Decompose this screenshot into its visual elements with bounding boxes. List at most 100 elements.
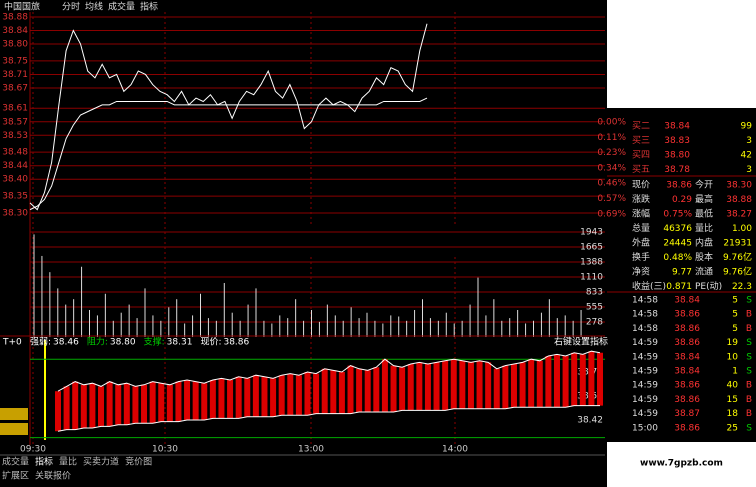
trade-price: 38.86 <box>674 395 700 405</box>
trade-price: 38.84 <box>674 352 700 362</box>
trade-side: S <box>746 296 752 306</box>
book-price: 38.83 <box>664 136 690 146</box>
trade-time: 15:00 <box>632 423 658 433</box>
trade-price: 38.84 <box>674 367 700 377</box>
trade-time: 14:59 <box>632 381 658 391</box>
trade-side: B <box>746 324 752 334</box>
ind-label: 支撑: <box>144 336 165 348</box>
stat-label: 流通 <box>695 266 713 278</box>
strength-line <box>57 350 601 392</box>
tab[interactable]: 成交量 <box>2 456 29 468</box>
trade-time: 14:58 <box>632 310 658 320</box>
stat-value: 9.76亿 <box>723 251 752 263</box>
side-bg <box>607 108 756 442</box>
trade-side: B <box>746 310 752 320</box>
avg-line <box>29 97 428 211</box>
ind-tick-label: 38.42 <box>577 416 603 426</box>
y-tick-label: 38.35 <box>2 192 28 202</box>
stat-value: 0.871 <box>666 282 692 292</box>
stat-value: 9.77 <box>672 268 692 278</box>
tab[interactable]: 量比 <box>59 456 77 468</box>
book-price: 38.78 <box>664 165 690 175</box>
y-tick-label: 38.84 <box>2 26 28 36</box>
stat-value: 24445 <box>663 239 692 249</box>
stat-label: 最高 <box>695 193 713 205</box>
y-tick-label: 38.53 <box>2 131 28 141</box>
y-tick-label: 38.40 <box>2 175 28 185</box>
trade-side: S <box>746 423 752 433</box>
price-line <box>29 23 428 211</box>
trade-side: B <box>746 381 752 391</box>
trade-price: 38.86 <box>674 381 700 391</box>
stat-value: 38.86 <box>666 181 692 191</box>
stat-label: PE(动) <box>695 281 722 292</box>
tab[interactable]: 扩展区 <box>2 470 29 482</box>
stat-value: 0.75% <box>663 210 692 220</box>
header-tab: 均线 <box>85 1 103 13</box>
book-label: 买三 <box>632 135 650 146</box>
stat-label: 外盘 <box>632 237 650 249</box>
trade-side: S <box>746 338 752 348</box>
book-vol: 42 <box>741 151 752 161</box>
y-tick-label: 38.75 <box>2 56 28 66</box>
time-label: 09:30 <box>20 445 46 455</box>
trade-side: B <box>746 395 752 405</box>
stat-value: 0.29 <box>672 195 692 205</box>
volume-tick-label: 833 <box>586 288 603 298</box>
tab[interactable]: 竞价图 <box>125 456 152 468</box>
ind-label: 强弱: <box>30 337 51 348</box>
book-price: 38.80 <box>664 151 690 161</box>
y-tick-label: 38.88 <box>2 13 28 23</box>
trade-time: 14:59 <box>632 395 658 405</box>
y-tick-label: 38.44 <box>2 161 28 171</box>
volume-tick-label: 1665 <box>580 243 603 253</box>
book-price: 38.84 <box>664 122 690 132</box>
pct-label: 0.57% <box>597 194 626 204</box>
tab[interactable]: 指标 <box>35 456 53 468</box>
stat-value: 38.88 <box>726 195 752 205</box>
stat-value: 22.3 <box>732 282 752 292</box>
trade-price: 38.86 <box>674 310 700 320</box>
trade-vol: 5 <box>732 296 738 306</box>
trade-vol: 10 <box>727 352 739 362</box>
tab[interactable]: 关联报价 <box>35 470 71 482</box>
stat-label: 涨幅 <box>632 208 650 220</box>
ind-value: 38.46 <box>53 338 79 348</box>
ind-value: 38.31 <box>167 338 193 348</box>
trade-price: 38.84 <box>674 296 700 306</box>
trade-time: 14:58 <box>632 324 658 334</box>
trade-vol: 1 <box>732 367 738 377</box>
stat-label: 最低 <box>695 208 713 220</box>
trade-vol: 25 <box>727 423 738 433</box>
tab[interactable]: 买卖力道 <box>83 456 119 468</box>
y-tick-label: 38.67 <box>2 83 28 93</box>
stat-label: 量比 <box>695 222 713 234</box>
trade-time: 14:59 <box>632 338 658 348</box>
stat-label: 净资 <box>632 266 650 278</box>
ind-value: 38.86 <box>223 338 249 348</box>
book-label: 买四 <box>632 150 650 161</box>
time-label: 10:30 <box>152 445 178 455</box>
y-tick-label: 38.61 <box>2 104 28 114</box>
trade-price: 38.86 <box>674 324 700 334</box>
side-tag <box>0 423 28 435</box>
stat-label: 总量 <box>632 222 650 234</box>
ind-label: 阻力: <box>87 336 108 348</box>
stat-value: 0.48% <box>663 253 692 263</box>
stat-value: 9.76亿 <box>723 266 752 278</box>
trade-side: S <box>746 367 752 377</box>
trade-time: 14:58 <box>632 296 658 306</box>
volume-tick-label: 1943 <box>580 228 603 238</box>
ind-value: 38.80 <box>110 338 136 348</box>
header-tab: 分时 <box>62 1 80 13</box>
volume-tick-label: 1110 <box>580 273 603 283</box>
book-vol: 99 <box>741 122 753 132</box>
volume-tick-label: 1388 <box>580 258 603 268</box>
pct-label: 0.46% <box>597 179 626 189</box>
ind-setting: 右键设置指标 <box>554 336 608 348</box>
volume-gap <box>262 227 607 254</box>
book-label: 买五 <box>632 164 650 175</box>
trade-side: B <box>746 409 752 419</box>
